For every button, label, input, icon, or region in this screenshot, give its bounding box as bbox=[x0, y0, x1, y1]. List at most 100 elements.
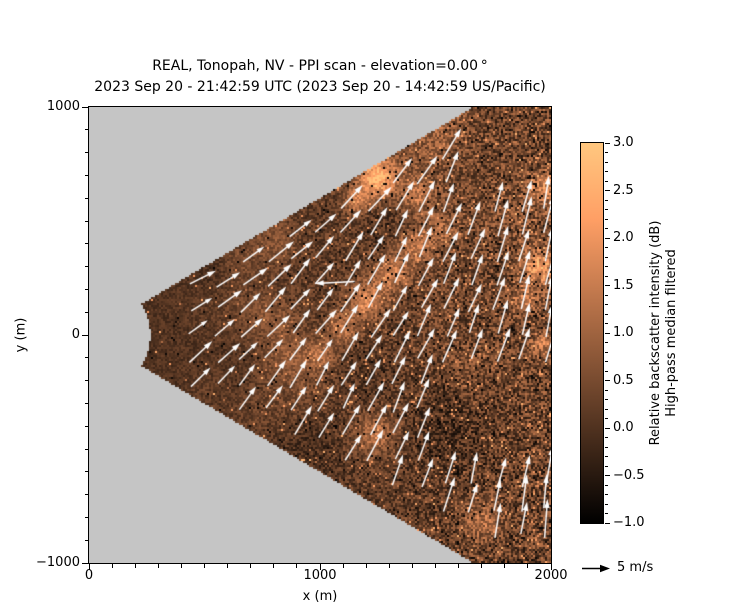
colorbar-minor-tick bbox=[605, 437, 608, 438]
quiver-key-label: 5 m/s bbox=[617, 560, 654, 575]
colorbar-tick-label: 2.5 bbox=[613, 182, 634, 198]
x-major-tick bbox=[88, 564, 90, 570]
x-minor-tick bbox=[227, 564, 229, 568]
colorbar-tick-label: 0.0 bbox=[613, 420, 634, 435]
x-minor-tick bbox=[388, 564, 390, 568]
colorbar-minor-tick bbox=[605, 408, 608, 410]
colorbar-minor-tick bbox=[605, 171, 608, 172]
colorbar-minor-tick bbox=[605, 389, 608, 391]
y-minor-tick bbox=[84, 129, 88, 131]
colorbar-minor-tick bbox=[605, 304, 608, 305]
y-minor-tick bbox=[84, 220, 88, 222]
colorbar-minor-tick bbox=[605, 266, 608, 267]
x-major-tick bbox=[319, 564, 321, 570]
colorbar-minor-tick bbox=[605, 342, 608, 343]
y-minor-tick bbox=[84, 288, 88, 290]
x-minor-tick bbox=[157, 564, 159, 568]
x-minor-tick bbox=[481, 564, 483, 568]
plot-titles: REAL, Tonopah, NV - PPI scan - elevation… bbox=[89, 56, 551, 98]
colorbar-major-tick bbox=[605, 380, 610, 381]
colorbar-minor-tick bbox=[605, 323, 608, 324]
colorbar-label-line1: Relative backscatter intensity (dB) bbox=[648, 220, 663, 446]
y-major-tick bbox=[82, 562, 88, 564]
colorbar-minor-tick bbox=[605, 351, 608, 353]
y-minor-tick bbox=[84, 448, 88, 450]
colorbar-major-tick bbox=[605, 522, 610, 524]
colorbar-minor-tick bbox=[605, 399, 608, 400]
colorbar-tick-label: 1.5 bbox=[613, 277, 634, 293]
x-minor-tick bbox=[273, 564, 275, 568]
y-minor-tick bbox=[84, 539, 88, 541]
colorbar-tick-label: 1.0 bbox=[613, 325, 634, 340]
colorbar-minor-tick bbox=[605, 294, 608, 296]
x-minor-tick bbox=[180, 564, 182, 568]
colorbar-minor-tick bbox=[605, 228, 608, 229]
x-minor-tick bbox=[365, 564, 367, 568]
colorbar-minor-tick bbox=[605, 361, 608, 362]
colorbar-minor-tick bbox=[605, 218, 608, 220]
x-minor-tick bbox=[250, 564, 252, 568]
colorbar-major-tick bbox=[605, 237, 610, 239]
colorbar-minor-tick bbox=[605, 418, 608, 419]
plot-title: REAL, Tonopah, NV - PPI scan - elevation… bbox=[152, 58, 488, 74]
ppi-scan-canvas bbox=[89, 107, 551, 563]
y-tick-label: 0 bbox=[71, 327, 80, 342]
y-axis-label: y (m) bbox=[13, 317, 29, 353]
x-tick-label: 0 bbox=[84, 568, 94, 583]
colorbar-major-tick bbox=[605, 332, 610, 334]
y-minor-tick bbox=[84, 402, 88, 404]
colorbar-minor-tick bbox=[605, 256, 608, 258]
colorbar-minor-tick bbox=[605, 446, 608, 448]
y-minor-tick bbox=[84, 516, 88, 518]
y-minor-tick bbox=[84, 152, 88, 154]
colorbar-minor-tick bbox=[605, 503, 608, 505]
colorbar-major-tick bbox=[605, 190, 610, 191]
colorbar-major-tick bbox=[605, 475, 610, 476]
x-minor-tick bbox=[204, 564, 205, 568]
y-minor-tick bbox=[84, 174, 88, 176]
y-minor-tick bbox=[84, 243, 88, 245]
colorbar-minor-tick bbox=[605, 247, 608, 248]
x-minor-tick bbox=[296, 564, 298, 568]
x-minor-tick bbox=[111, 564, 113, 568]
colorbar-tick-label: −1.0 bbox=[613, 515, 645, 530]
x-tick-label: 1000 bbox=[303, 568, 337, 583]
y-minor-tick bbox=[84, 357, 88, 359]
y-minor-tick bbox=[84, 380, 88, 382]
x-axis-label: x (m) bbox=[302, 589, 338, 604]
colorbar-major-tick bbox=[605, 142, 610, 144]
colorbar-major-tick bbox=[605, 427, 610, 429]
y-minor-tick bbox=[84, 311, 88, 313]
x-minor-tick bbox=[342, 564, 344, 568]
colorbar-minor-tick bbox=[605, 180, 608, 182]
colorbar-minor-tick bbox=[605, 199, 608, 201]
colorbar-minor-tick bbox=[605, 513, 608, 514]
y-major-tick bbox=[82, 106, 88, 108]
colorbar-minor-tick bbox=[605, 484, 608, 486]
colorbar-minor-tick bbox=[605, 456, 608, 457]
plot-subtitle: 2023 Sep 20 - 21:42:59 UTC (2023 Sep 20 … bbox=[94, 79, 546, 95]
colorbar-label: Relative backscatter intensity (dB) High… bbox=[648, 221, 680, 446]
x-minor-tick bbox=[504, 564, 506, 568]
colorbar-minor-tick bbox=[605, 275, 608, 277]
x-minor-tick bbox=[411, 564, 413, 568]
x-minor-tick bbox=[527, 564, 529, 568]
colorbar-gradient bbox=[581, 143, 603, 523]
colorbar-label-line2: High-pass median filtered bbox=[664, 249, 679, 417]
y-tick-label: −1000 bbox=[36, 555, 80, 570]
colorbar-minor-tick bbox=[605, 209, 608, 210]
colorbar bbox=[580, 142, 604, 524]
quiver-key-arrow-icon bbox=[582, 564, 610, 573]
x-minor-tick bbox=[435, 564, 436, 568]
x-minor-tick bbox=[458, 564, 460, 568]
colorbar-minor-tick bbox=[605, 465, 608, 467]
y-minor-tick bbox=[84, 266, 88, 268]
y-minor-tick bbox=[84, 494, 88, 496]
colorbar-minor-tick bbox=[605, 494, 608, 495]
colorbar-major-tick bbox=[605, 285, 610, 286]
y-tick-label: 1000 bbox=[46, 99, 80, 114]
y-major-tick bbox=[82, 334, 88, 336]
y-minor-tick bbox=[84, 425, 88, 427]
colorbar-tick-label: 2.0 bbox=[613, 230, 634, 245]
colorbar-tick-label: −0.5 bbox=[613, 467, 645, 483]
